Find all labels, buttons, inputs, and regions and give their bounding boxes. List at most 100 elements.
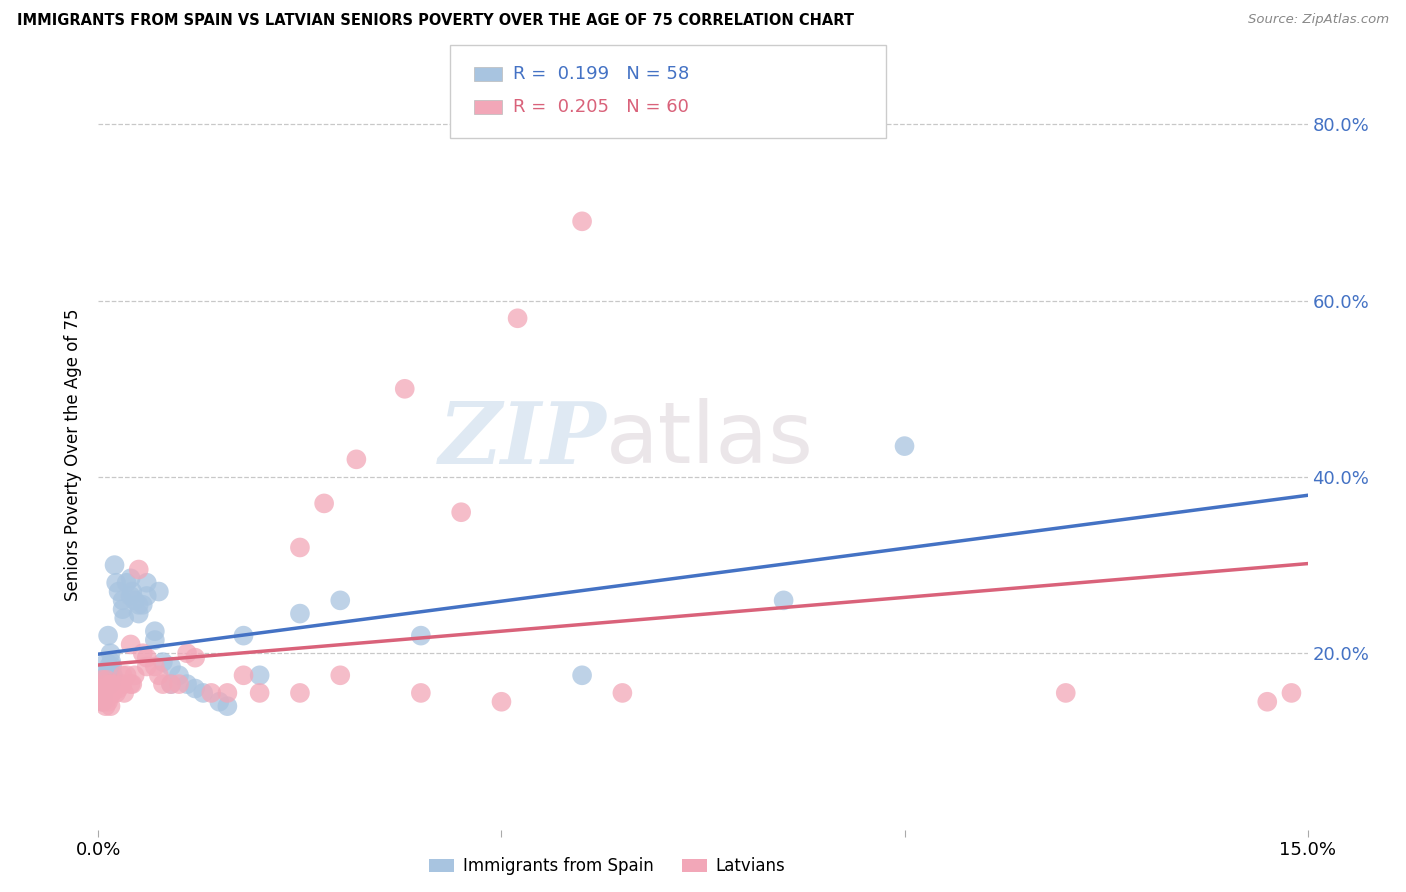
Text: Source: ZipAtlas.com: Source: ZipAtlas.com bbox=[1249, 13, 1389, 27]
Point bbox=[103, 677, 125, 691]
Point bbox=[91, 695, 114, 709]
Point bbox=[120, 571, 142, 585]
Point bbox=[1054, 686, 1077, 700]
Point bbox=[90, 686, 112, 700]
Point bbox=[160, 677, 183, 691]
Point bbox=[193, 686, 215, 700]
Point bbox=[143, 659, 166, 673]
Point bbox=[208, 695, 231, 709]
Point bbox=[121, 584, 143, 599]
Point bbox=[217, 699, 239, 714]
Point bbox=[124, 668, 146, 682]
Y-axis label: Seniors Poverty Over the Age of 75: Seniors Poverty Over the Age of 75 bbox=[65, 309, 83, 601]
Point bbox=[394, 382, 416, 396]
Point bbox=[135, 650, 157, 665]
Point bbox=[176, 677, 198, 691]
Point bbox=[1281, 686, 1303, 700]
Point bbox=[152, 677, 174, 691]
Point bbox=[893, 439, 915, 453]
Point bbox=[1256, 695, 1278, 709]
Point bbox=[112, 686, 135, 700]
Point bbox=[128, 598, 150, 612]
Point bbox=[135, 575, 157, 590]
Point bbox=[200, 686, 222, 700]
Point bbox=[94, 699, 117, 714]
Point bbox=[152, 655, 174, 669]
Point bbox=[232, 668, 254, 682]
Point bbox=[103, 558, 125, 573]
Text: Latvians: Latvians bbox=[716, 856, 786, 875]
Point bbox=[120, 677, 142, 691]
Point bbox=[506, 311, 529, 326]
Point bbox=[135, 589, 157, 603]
Point bbox=[94, 681, 117, 696]
Point bbox=[107, 681, 129, 696]
Point bbox=[90, 686, 112, 700]
Point bbox=[450, 505, 472, 519]
Point bbox=[167, 668, 190, 682]
Point bbox=[409, 629, 432, 643]
Text: R =  0.199   N = 58: R = 0.199 N = 58 bbox=[513, 65, 689, 83]
Text: R =  0.205   N = 60: R = 0.205 N = 60 bbox=[513, 98, 689, 116]
Point bbox=[132, 646, 155, 660]
Point bbox=[100, 677, 122, 691]
Point bbox=[101, 681, 124, 696]
Point bbox=[612, 686, 634, 700]
Point bbox=[93, 681, 115, 696]
Point bbox=[97, 677, 120, 691]
Point bbox=[111, 668, 134, 682]
Point bbox=[314, 496, 336, 510]
Point bbox=[105, 686, 128, 700]
Point bbox=[101, 668, 124, 682]
Point bbox=[148, 668, 170, 682]
Point bbox=[121, 677, 143, 691]
Point bbox=[184, 650, 207, 665]
Point bbox=[96, 673, 118, 687]
Point bbox=[90, 681, 112, 696]
Point bbox=[148, 584, 170, 599]
Point bbox=[94, 686, 117, 700]
Point bbox=[107, 584, 129, 599]
Point bbox=[91, 695, 114, 709]
Point bbox=[176, 646, 198, 660]
Point bbox=[96, 655, 118, 669]
Point bbox=[491, 695, 513, 709]
Point bbox=[98, 686, 121, 700]
Point bbox=[98, 668, 121, 682]
Point bbox=[111, 593, 134, 607]
Point bbox=[329, 668, 352, 682]
Point bbox=[112, 611, 135, 625]
Point bbox=[120, 589, 142, 603]
Point bbox=[160, 677, 183, 691]
Point bbox=[160, 659, 183, 673]
Point bbox=[100, 655, 122, 669]
Point bbox=[97, 695, 120, 709]
Point bbox=[329, 593, 352, 607]
Point bbox=[124, 593, 146, 607]
Point bbox=[93, 673, 115, 687]
Point bbox=[772, 593, 794, 607]
Point bbox=[111, 677, 134, 691]
Point bbox=[111, 602, 134, 616]
Point bbox=[135, 659, 157, 673]
Text: Immigrants from Spain: Immigrants from Spain bbox=[463, 856, 654, 875]
Point bbox=[96, 664, 118, 678]
Point bbox=[128, 562, 150, 576]
Point bbox=[288, 541, 311, 555]
Point bbox=[143, 633, 166, 648]
Text: IMMIGRANTS FROM SPAIN VS LATVIAN SENIORS POVERTY OVER THE AGE OF 75 CORRELATION : IMMIGRANTS FROM SPAIN VS LATVIAN SENIORS… bbox=[17, 13, 853, 29]
Point bbox=[232, 629, 254, 643]
Point bbox=[96, 686, 118, 700]
Point bbox=[96, 677, 118, 691]
Point bbox=[97, 629, 120, 643]
Point bbox=[105, 575, 128, 590]
Point bbox=[249, 668, 271, 682]
Point bbox=[91, 686, 114, 700]
Point bbox=[120, 637, 142, 651]
Point bbox=[344, 452, 367, 467]
Text: atlas: atlas bbox=[606, 399, 814, 482]
Point bbox=[100, 699, 122, 714]
Point bbox=[288, 686, 311, 700]
Point bbox=[132, 598, 155, 612]
Point bbox=[101, 686, 124, 700]
